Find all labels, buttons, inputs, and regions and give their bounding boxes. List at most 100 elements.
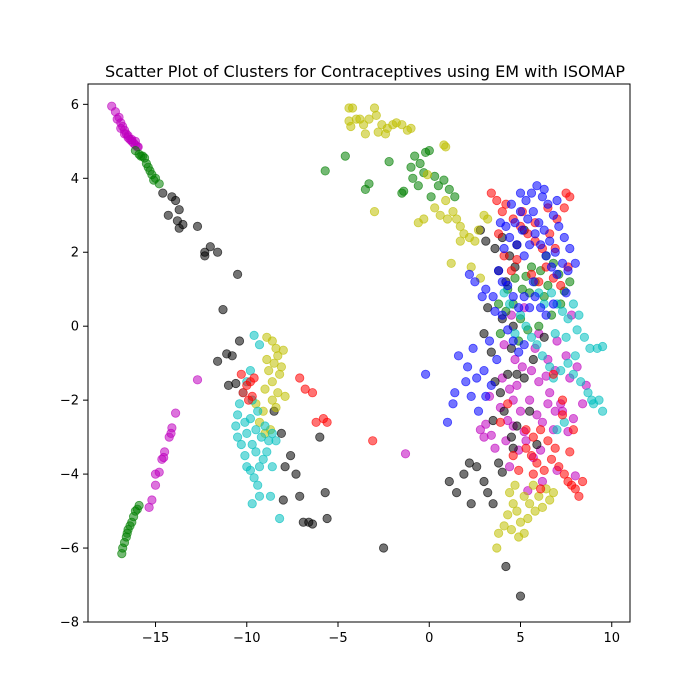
data-point bbox=[554, 221, 564, 231]
y-tick-label: −4 bbox=[60, 468, 79, 483]
data-point bbox=[227, 351, 237, 361]
data-point bbox=[488, 291, 498, 302]
data-point bbox=[278, 495, 288, 505]
data-point bbox=[574, 310, 584, 320]
x-tick-label: 5 bbox=[516, 631, 524, 646]
data-point bbox=[552, 336, 562, 346]
data-point bbox=[519, 251, 529, 261]
y-tick-label: −2 bbox=[60, 394, 79, 409]
data-point bbox=[481, 236, 491, 246]
data-point bbox=[490, 443, 500, 453]
data-point bbox=[497, 207, 507, 217]
data-point bbox=[561, 332, 571, 342]
data-point bbox=[526, 332, 537, 342]
data-point bbox=[537, 351, 548, 361]
data-point bbox=[524, 499, 535, 509]
data-point bbox=[254, 462, 265, 472]
data-point bbox=[254, 491, 265, 501]
data-point bbox=[320, 487, 330, 498]
data-point bbox=[546, 262, 557, 272]
data-point bbox=[504, 232, 515, 243]
data-point bbox=[273, 388, 283, 398]
data-point bbox=[262, 354, 272, 365]
x-axis: −15 −10 −5 0 5 10 bbox=[142, 622, 620, 646]
x-tick-label: −10 bbox=[233, 631, 260, 646]
data-point bbox=[528, 480, 538, 490]
data-point bbox=[534, 377, 544, 387]
data-point bbox=[530, 506, 540, 516]
data-point bbox=[521, 195, 531, 206]
data-point bbox=[433, 181, 443, 191]
data-point bbox=[473, 406, 484, 416]
data-point bbox=[267, 377, 277, 387]
data-point bbox=[274, 369, 285, 379]
data-point bbox=[565, 447, 575, 457]
data-point bbox=[122, 528, 132, 538]
data-point bbox=[524, 395, 535, 405]
data-point bbox=[493, 266, 504, 276]
data-point bbox=[442, 214, 453, 224]
data-point bbox=[262, 447, 272, 457]
data-point bbox=[524, 406, 535, 416]
data-point bbox=[557, 306, 568, 316]
data-point bbox=[273, 351, 283, 361]
data-point bbox=[472, 462, 482, 472]
data-point bbox=[503, 510, 513, 520]
data-point bbox=[532, 439, 542, 450]
data-point bbox=[577, 399, 588, 409]
data-point bbox=[497, 467, 507, 477]
data-point bbox=[503, 399, 513, 409]
data-point bbox=[515, 591, 526, 601]
x-tick-label: 0 bbox=[425, 631, 433, 646]
data-point bbox=[486, 380, 496, 390]
data-point bbox=[514, 303, 524, 313]
data-point bbox=[557, 395, 568, 405]
data-point bbox=[545, 236, 555, 246]
data-point bbox=[384, 157, 394, 167]
data-point bbox=[159, 452, 169, 463]
data-point bbox=[322, 513, 332, 524]
data-point bbox=[158, 188, 168, 198]
data-point bbox=[526, 269, 537, 279]
data-point bbox=[512, 421, 522, 431]
data-point bbox=[548, 369, 559, 379]
data-point bbox=[486, 188, 496, 198]
data-point bbox=[371, 110, 381, 121]
data-point bbox=[249, 373, 259, 383]
data-point bbox=[364, 179, 374, 189]
data-point bbox=[267, 462, 277, 472]
data-point bbox=[256, 432, 266, 442]
data-point bbox=[504, 487, 515, 498]
data-point bbox=[455, 221, 465, 231]
data-point bbox=[453, 351, 464, 361]
data-point bbox=[523, 513, 533, 524]
data-point bbox=[267, 428, 277, 438]
data-point bbox=[570, 484, 580, 494]
data-point bbox=[577, 476, 588, 487]
data-point bbox=[541, 310, 551, 320]
data-point bbox=[358, 120, 369, 130]
data-point bbox=[514, 465, 524, 475]
data-point bbox=[464, 458, 474, 468]
data-point bbox=[530, 229, 540, 239]
data-point bbox=[523, 214, 533, 224]
data-point bbox=[413, 181, 423, 191]
data-point bbox=[247, 391, 257, 401]
data-point bbox=[492, 195, 502, 206]
data-point bbox=[534, 491, 544, 501]
data-point bbox=[570, 258, 580, 268]
data-point bbox=[410, 151, 420, 161]
data-point bbox=[490, 243, 500, 254]
data-point bbox=[550, 247, 560, 257]
data-point bbox=[534, 321, 544, 331]
data-point bbox=[506, 432, 516, 442]
data-point bbox=[515, 207, 526, 217]
data-point bbox=[276, 362, 286, 372]
data-point bbox=[276, 428, 286, 438]
data-point bbox=[450, 388, 460, 398]
data-point bbox=[495, 388, 505, 398]
data-point bbox=[579, 332, 590, 342]
data-point bbox=[223, 380, 234, 390]
data-point bbox=[519, 340, 529, 350]
